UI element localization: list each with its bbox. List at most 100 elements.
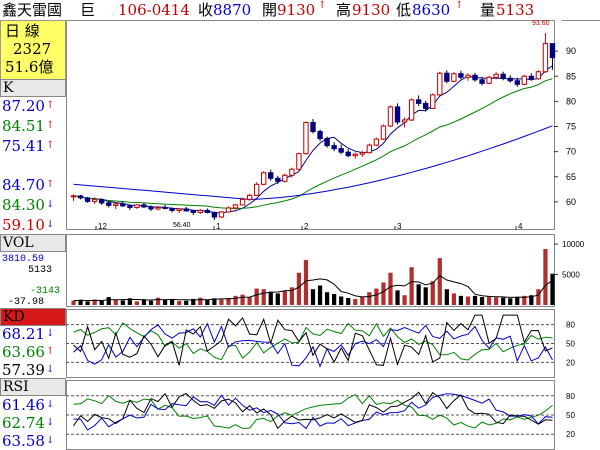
candle-body [528,75,535,80]
period-label: 日 線 [5,22,40,40]
down-arrow-icon: ↓ [45,328,55,339]
kd-j-line [73,314,553,367]
mode-label: 巨 [80,1,96,19]
volume-bar [402,295,407,305]
candle-body [246,194,253,200]
volume-bar [374,288,379,305]
volume-bar [437,258,442,305]
kd-value-3: 57.39↓ [2,361,55,379]
candle-body [232,204,239,209]
vol-panel-title[interactable]: VOL [0,234,66,252]
candle-body [106,202,112,206]
candle-body [310,121,316,133]
candle-body [514,80,520,85]
candle-body [394,106,401,123]
k-x-tick-4: 4 [518,222,523,231]
k-y-tick-6: 60 [566,197,576,207]
volume-ma-line [73,274,553,302]
candle-body [408,99,415,121]
period-info-box: 日 線 2327 51.6億 [0,20,66,80]
volume-bar [310,289,316,305]
volume-bar [85,301,90,305]
volume-bar [162,299,168,305]
kd-pane: 80 50 20 [66,309,575,378]
k-high-label: 93.60 [532,20,550,27]
rsi-value-1: 61.46↓ [2,396,55,414]
rsi-short-line [73,391,553,430]
volume-bar [339,296,344,305]
volume-bar [198,297,203,305]
candle-body [317,131,323,140]
candle-body [345,151,351,157]
candle-body [542,43,549,73]
open-label: 開 [262,1,278,19]
candle-body [451,73,457,82]
volume-bar [332,294,337,305]
volume-bar [536,289,541,305]
candle-body [148,206,154,210]
candle-body [183,208,189,212]
candle-body [486,76,492,84]
low-price: 8630 [412,1,451,19]
candle-body [380,125,387,140]
down-arrow-icon: ↓ [45,364,55,375]
candle-body [415,99,422,104]
high-price: 9130 [352,1,391,19]
rsi-value-2: 62.74↓ [2,414,55,432]
candle-body [84,197,91,202]
vol-value-3: -3143 [30,286,61,297]
candle-body [225,207,232,213]
volume-bar [247,297,252,305]
candle-body [338,148,344,153]
k-panel-title[interactable]: K [0,79,66,97]
candle-body [197,209,203,213]
rsi-y-tick-0: 80 [566,392,575,401]
candle-body [268,172,274,179]
k-x-tick-2: 2 [304,222,309,231]
candle-body [211,211,218,218]
volume-bar [444,289,449,305]
vol-value-4: -37.98 [8,297,45,308]
candle-body [521,75,527,85]
volume-bar [317,285,323,305]
close-label: 收 [198,1,214,19]
kd-panel-title[interactable]: KD [0,308,66,326]
k-y-tick-0: 90 [566,46,576,56]
vol-value-1: 3810.59 [2,254,45,265]
vol-y-tick-0: 10000 [562,240,585,249]
k-value-1: 87.20↑ [2,97,55,115]
rsi-value-3: 63.58↓ [2,432,55,450]
volume-bar [367,292,372,305]
candle-body [261,172,267,185]
kd-y-tick-2: 20 [566,358,575,367]
k-x-tick-0: 12 [98,222,107,231]
candle-body [437,72,443,96]
k-value-6: 59.10↓ [2,216,55,234]
volume-bar [71,300,76,305]
volume-bar [268,291,273,305]
volume-bar [92,299,97,305]
candle-body [141,204,147,208]
volume-bar [254,288,259,305]
volume-bar [120,300,125,305]
k-y-tick-5: 65 [566,172,576,182]
k-y-tick-2: 80 [566,96,576,106]
volume-bar [78,299,83,305]
volume-bar [494,297,499,305]
volume-bar [219,299,224,305]
volume-bar [324,292,330,305]
volume-bar [360,297,365,305]
indicator-sidebar: 日 線 2327 51.6億 K 87.20↑ 84.51↑ 75.41↑ 84.70… [0,20,66,450]
candle-body [465,74,471,78]
volume-bar [141,299,147,305]
volume-bar [275,293,280,305]
kd-value-2: 63.66↑ [2,343,55,361]
candle-body [120,203,126,207]
rsi-panel-title[interactable]: RSI [0,378,66,396]
volume-bar [282,290,287,305]
candle-body [70,195,77,198]
down-arrow-icon: ↓ [45,399,55,410]
quote-header: 鑫天雷國 巨 106-0414 收 8870 開 9130 ↑ 高 9130 低… [0,0,600,21]
info-value-2: 51.6億 [5,58,54,76]
